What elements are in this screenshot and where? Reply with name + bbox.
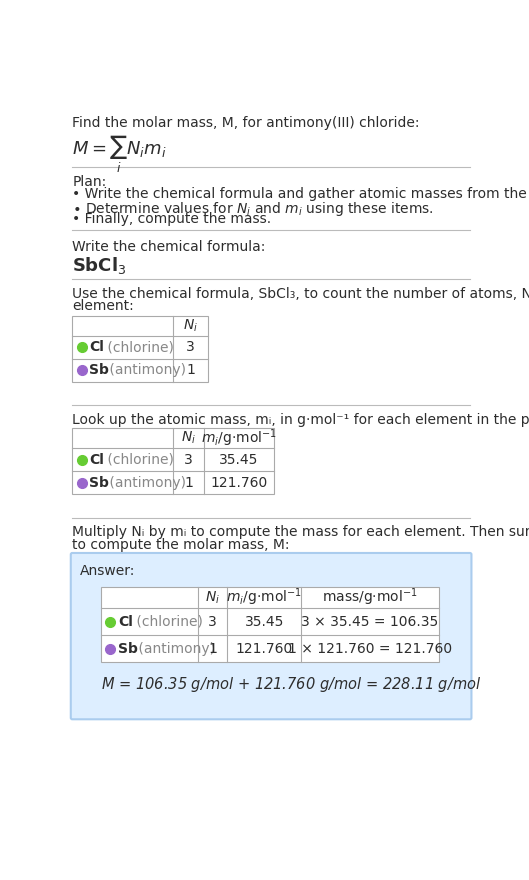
Text: $N_i$: $N_i$ xyxy=(205,590,220,605)
Text: SbCl$_3$: SbCl$_3$ xyxy=(72,255,126,276)
Text: element:: element: xyxy=(72,299,134,313)
Text: $M$ = 106.35 g/mol + 121.760 g/mol = 228.11 g/mol: $M$ = 106.35 g/mol + 121.760 g/mol = 228… xyxy=(101,675,481,693)
FancyBboxPatch shape xyxy=(71,553,471,719)
Text: Cl: Cl xyxy=(89,453,104,466)
Text: Write the chemical formula:: Write the chemical formula: xyxy=(72,239,266,253)
Bar xyxy=(72,429,274,495)
Text: • Write the chemical formula and gather atomic masses from the periodic table.: • Write the chemical formula and gather … xyxy=(72,187,529,202)
Text: Plan:: Plan: xyxy=(72,175,106,189)
Text: 3: 3 xyxy=(208,615,217,629)
Text: 35.45: 35.45 xyxy=(244,615,284,629)
Text: $m_i$/g·mol$^{-1}$: $m_i$/g·mol$^{-1}$ xyxy=(201,428,277,449)
Text: (chlorine): (chlorine) xyxy=(103,341,174,355)
Text: $\bullet$ Determine values for $N_i$ and $m_i$ using these items.: $\bullet$ Determine values for $N_i$ and… xyxy=(72,200,434,217)
Text: 3: 3 xyxy=(186,341,195,355)
Text: (antimony): (antimony) xyxy=(105,476,186,490)
Text: 1: 1 xyxy=(186,363,195,378)
Text: (antimony): (antimony) xyxy=(133,642,215,656)
Text: 3 × 35.45 = 106.35: 3 × 35.45 = 106.35 xyxy=(302,615,439,629)
Text: 35.45: 35.45 xyxy=(219,453,259,466)
Text: 1 × 121.760 = 121.760: 1 × 121.760 = 121.760 xyxy=(288,642,452,656)
Bar xyxy=(101,587,439,663)
Text: 1: 1 xyxy=(208,642,217,656)
Text: (chlorine): (chlorine) xyxy=(103,453,174,466)
Text: (antimony): (antimony) xyxy=(105,363,186,378)
Text: mass/g·mol$^{-1}$: mass/g·mol$^{-1}$ xyxy=(322,587,418,608)
Text: 121.760: 121.760 xyxy=(211,476,268,490)
Text: Cl: Cl xyxy=(89,341,104,355)
Text: $N_i$: $N_i$ xyxy=(181,430,196,446)
Text: Sb: Sb xyxy=(89,476,110,490)
Text: Sb: Sb xyxy=(118,642,138,656)
Text: Multiply Nᵢ by mᵢ to compute the mass for each element. Then sum those values: Multiply Nᵢ by mᵢ to compute the mass fo… xyxy=(72,525,529,539)
Text: to compute the molar mass, M:: to compute the molar mass, M: xyxy=(72,538,290,552)
Text: • Finally, compute the mass.: • Finally, compute the mass. xyxy=(72,212,271,226)
Text: Answer:: Answer: xyxy=(80,564,135,578)
Text: $M = \sum_i N_i m_i$: $M = \sum_i N_i m_i$ xyxy=(72,133,167,174)
Text: 121.760: 121.760 xyxy=(235,642,293,656)
Text: $N_i$: $N_i$ xyxy=(183,318,198,334)
Text: $m_i$/g·mol$^{-1}$: $m_i$/g·mol$^{-1}$ xyxy=(226,587,302,608)
Text: Look up the atomic mass, mᵢ, in g·mol⁻¹ for each element in the periodic table:: Look up the atomic mass, mᵢ, in g·mol⁻¹ … xyxy=(72,413,529,427)
Text: (chlorine): (chlorine) xyxy=(132,615,203,629)
Text: Use the chemical formula, SbCl₃, to count the number of atoms, Nᵢ, for each: Use the chemical formula, SbCl₃, to coun… xyxy=(72,287,529,301)
Text: 3: 3 xyxy=(184,453,193,466)
Bar xyxy=(72,316,208,382)
Text: Find the molar mass, M, for antimony(III) chloride:: Find the molar mass, M, for antimony(III… xyxy=(72,116,420,130)
Text: Sb: Sb xyxy=(89,363,110,378)
Text: 1: 1 xyxy=(184,476,193,490)
Text: Cl: Cl xyxy=(118,615,133,629)
